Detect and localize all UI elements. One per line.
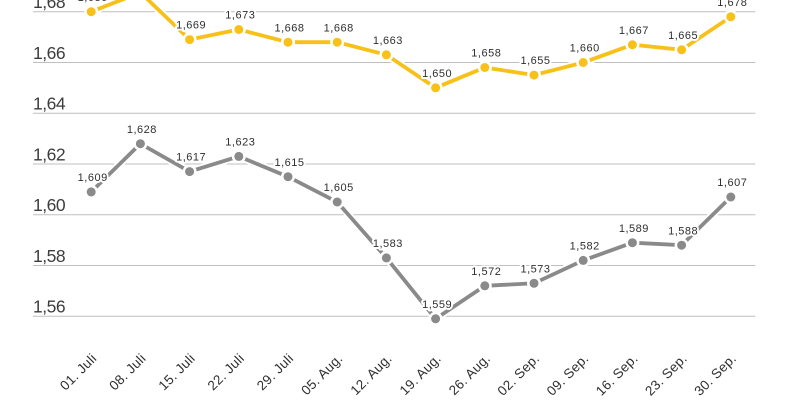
svg-text:1,668: 1,668 [324, 22, 354, 34]
svg-text:1,573: 1,573 [520, 263, 550, 275]
svg-text:1,658: 1,658 [471, 48, 501, 60]
svg-text:1,62: 1,62 [33, 144, 65, 164]
svg-text:1,615: 1,615 [274, 157, 304, 169]
svg-text:1,678: 1,678 [717, 0, 747, 9]
svg-text:1,582: 1,582 [570, 241, 600, 253]
svg-text:1,559: 1,559 [422, 299, 452, 311]
svg-text:1,607: 1,607 [717, 177, 747, 189]
svg-text:1,58: 1,58 [33, 246, 65, 266]
svg-text:1,668: 1,668 [274, 22, 304, 34]
svg-text:1,665: 1,665 [668, 30, 698, 42]
svg-text:1,60: 1,60 [33, 195, 66, 215]
svg-text:1,66: 1,66 [33, 43, 65, 63]
svg-text:1,588: 1,588 [668, 225, 698, 237]
svg-text:1,572: 1,572 [471, 266, 501, 278]
svg-text:1,583: 1,583 [373, 238, 403, 250]
svg-text:1,628: 1,628 [127, 124, 157, 136]
svg-text:1,617: 1,617 [176, 152, 206, 164]
svg-text:1,56: 1,56 [33, 297, 65, 317]
svg-text:1,589: 1,589 [619, 223, 649, 235]
svg-text:1,660: 1,660 [570, 43, 600, 55]
svg-text:1,669: 1,669 [176, 20, 206, 32]
svg-text:1,64: 1,64 [33, 94, 66, 114]
svg-text:1,673: 1,673 [225, 10, 255, 22]
svg-text:1,655: 1,655 [520, 55, 550, 67]
svg-text:1,68: 1,68 [33, 0, 65, 12]
svg-text:1,680: 1,680 [78, 0, 108, 4]
svg-text:1,663: 1,663 [373, 35, 403, 47]
svg-text:1,609: 1,609 [78, 172, 108, 184]
svg-text:1,667: 1,667 [619, 25, 649, 37]
svg-text:1,605: 1,605 [324, 182, 354, 194]
svg-text:1,623: 1,623 [225, 137, 255, 149]
svg-text:1,650: 1,650 [422, 68, 452, 80]
